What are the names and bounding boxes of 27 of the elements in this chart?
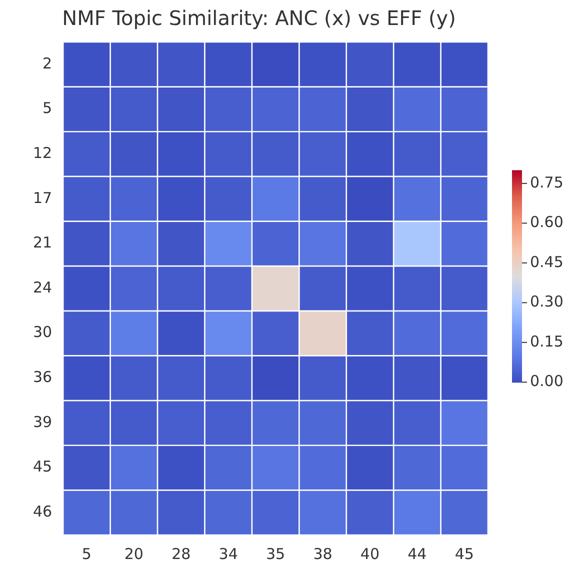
x-tick-label: 40 xyxy=(360,544,380,563)
x-tick-label: 38 xyxy=(313,544,332,563)
y-tick-label: 21 xyxy=(32,234,52,252)
color-bar-label: 0.30 xyxy=(530,292,564,311)
chart-title: NMF Topic Similarity: ANC (x) vs EFF (y) xyxy=(62,6,456,30)
y-tick-label: 30 xyxy=(32,323,52,342)
x-tick-label: 20 xyxy=(124,544,144,563)
y-tick-label: 36 xyxy=(32,368,52,386)
y-tick-label: 5 xyxy=(42,99,52,118)
color-bar-label: 0.00 xyxy=(530,372,564,390)
y-tick-label: 24 xyxy=(32,278,52,296)
x-tick-label: 44 xyxy=(408,544,427,563)
y-tick-label: 2 xyxy=(42,54,52,72)
y-tick-label: 17 xyxy=(32,188,52,207)
color-bar-label: 0.75 xyxy=(530,173,564,192)
y-tick-label: 46 xyxy=(32,502,52,520)
x-tick-label: 45 xyxy=(454,544,474,563)
color-bar-label: 0.15 xyxy=(530,332,564,350)
y-tick-label: 12 xyxy=(32,144,52,162)
color-bar-label: 0.60 xyxy=(530,213,564,232)
y-tick-label: 39 xyxy=(32,412,52,431)
x-tick-label: 28 xyxy=(172,544,191,563)
x-tick-label: 5 xyxy=(82,544,92,563)
y-tick-label: 45 xyxy=(32,458,52,476)
color-bar-label: 0.45 xyxy=(530,252,564,271)
x-tick-label: 35 xyxy=(266,544,286,563)
x-tick-label: 34 xyxy=(218,544,238,563)
